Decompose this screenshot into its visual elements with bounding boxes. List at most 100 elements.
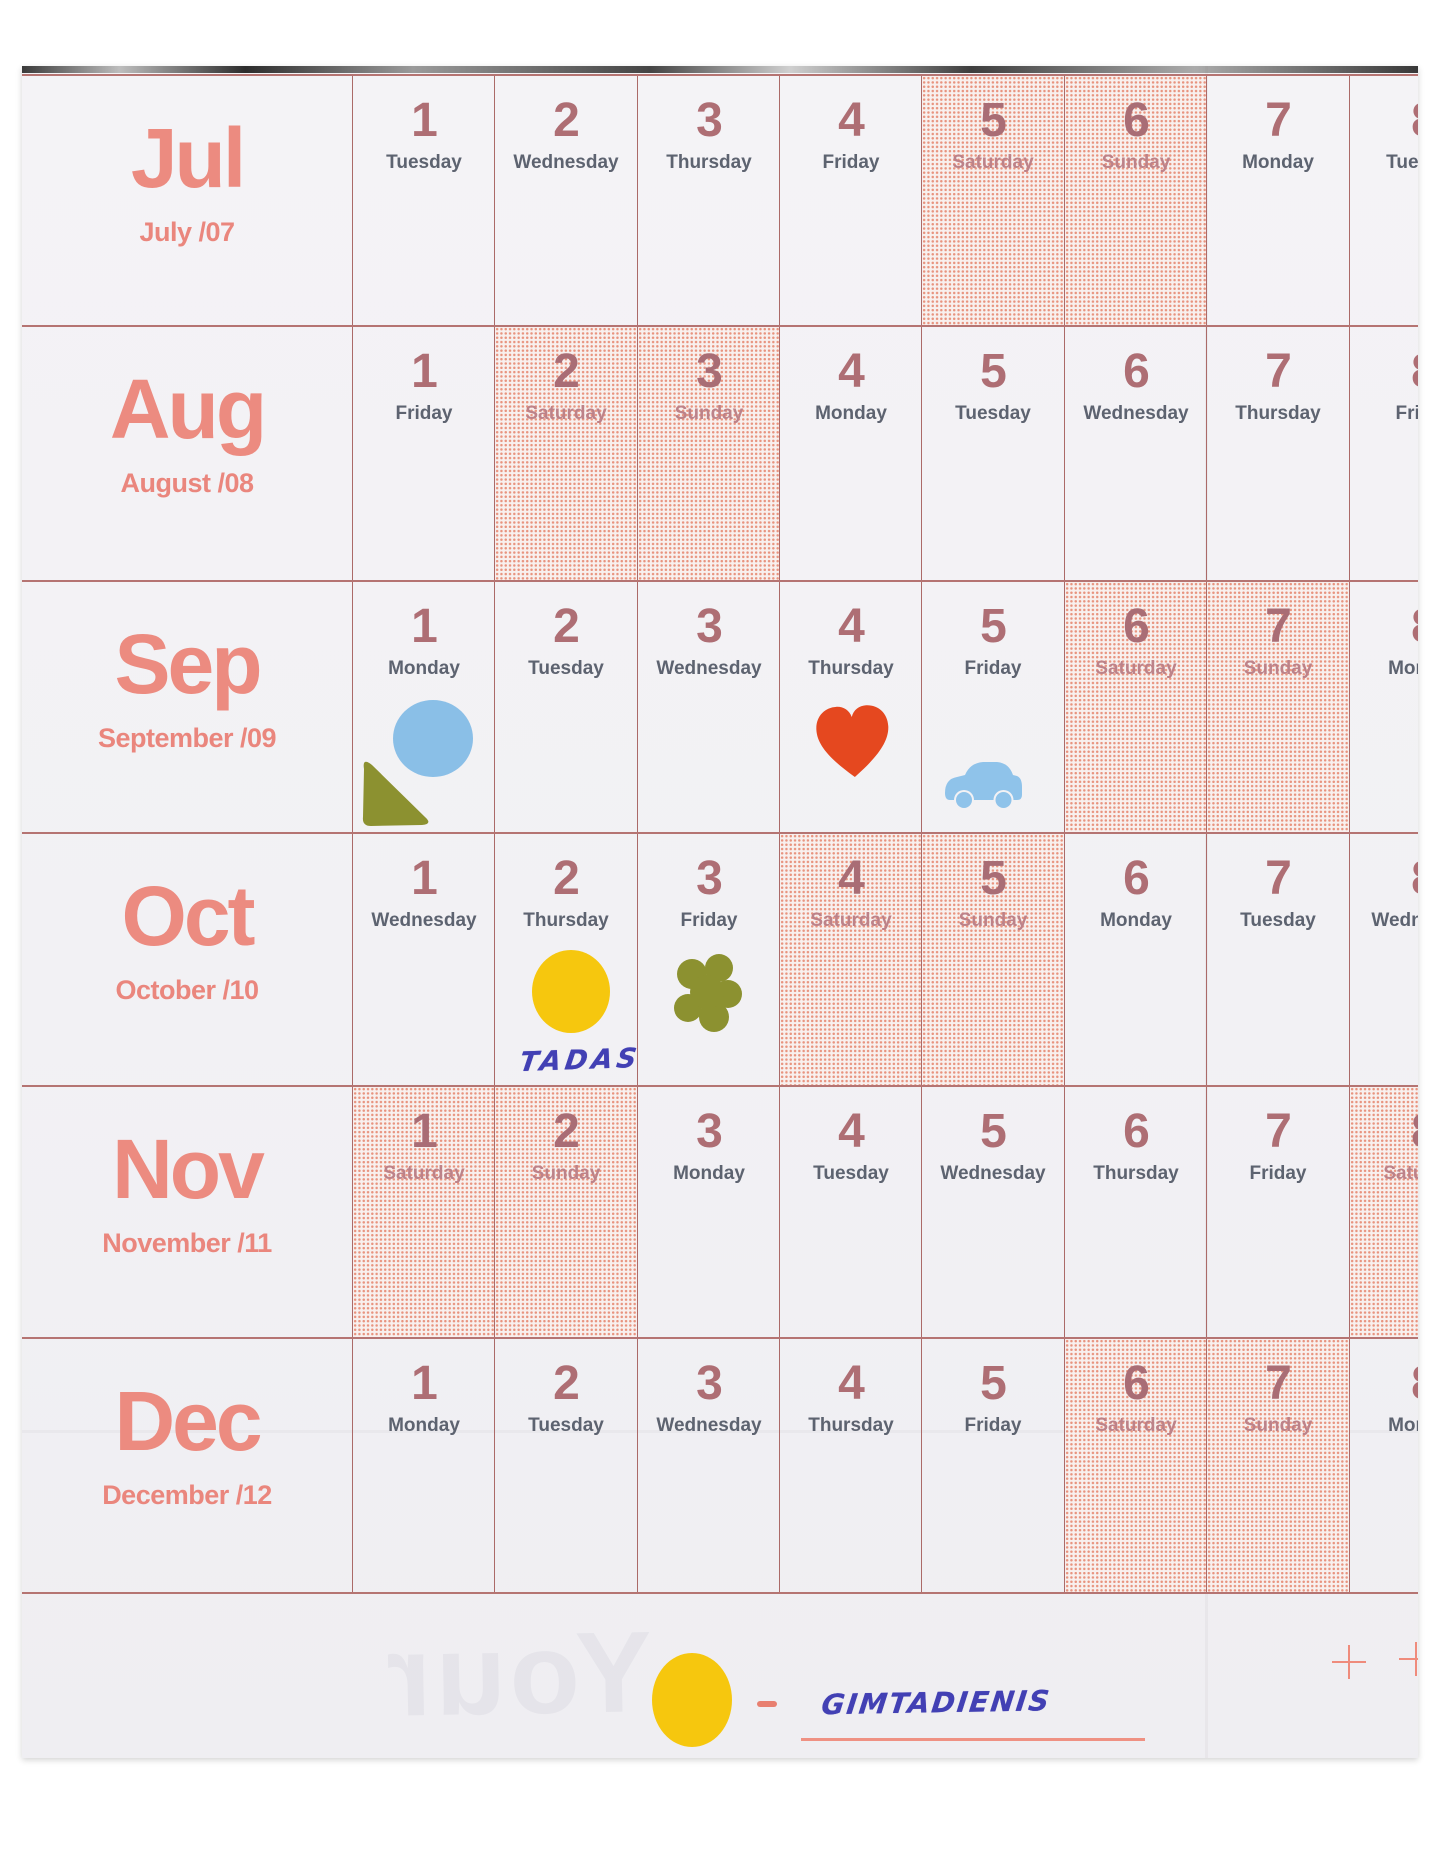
day-cell-sep-3: 3 Wednesday: [637, 582, 780, 832]
day-cell-jul-6-weekend: 6 Sunday: [1064, 76, 1207, 325]
day-number: 6: [1123, 1105, 1150, 1158]
day-name: Thursday: [666, 152, 752, 173]
day-name: Wednesday: [656, 1415, 762, 1436]
day-cell-sep-4: 4 Thursday: [779, 582, 922, 832]
day-name: Sunday: [531, 1163, 601, 1184]
day-number: 2: [553, 852, 580, 905]
day-cell-aug-3-weekend: 3 Sunday: [637, 327, 780, 580]
day-name: Friday: [395, 403, 453, 424]
day-name: Wednesday: [371, 910, 477, 931]
day-name: Saturday: [525, 403, 607, 424]
day-cell-nov-2-weekend: 2 Sunday: [494, 1087, 637, 1337]
day-name: Tuesday: [955, 403, 1031, 424]
olive-triangle-sticker: [362, 761, 429, 826]
day-cell-oct-2: 2 Thursday: [494, 834, 637, 1085]
red-heart-sticker: [816, 705, 889, 777]
day-number: 3: [696, 852, 723, 905]
day-cell-dec-8: 8 Monday: [1349, 1339, 1418, 1592]
day-name: Sunday: [1243, 658, 1313, 679]
day-number: 8: [1350, 603, 1418, 651]
day-name: Sunday: [958, 910, 1028, 931]
day-name: Wednesday: [656, 658, 762, 679]
month-abbr: Sep: [114, 617, 262, 711]
day-name: Saturday: [1095, 658, 1177, 679]
day-cell-nov-6: 6 Thursday: [1064, 1087, 1207, 1337]
day-name: Thursday: [808, 658, 894, 679]
day-number: 1: [411, 94, 438, 147]
day-name: Monday: [673, 1163, 745, 1184]
day-name: Tuesday: [386, 152, 462, 173]
day-number: 1: [411, 852, 438, 905]
day-number: 4: [838, 600, 865, 653]
day-name: Thursday: [523, 910, 609, 931]
day-name: Thursday: [1235, 403, 1321, 424]
day-number: 1: [411, 1105, 438, 1158]
day-number: 8: [1350, 1108, 1418, 1156]
day-number: 3: [696, 1357, 723, 1410]
month-abbr: Oct: [121, 869, 255, 963]
day-number: 1: [411, 345, 438, 398]
day-cell-sep-8: 8 Monday: [1349, 582, 1418, 832]
day-cell-sep-2: 2 Tuesday: [494, 582, 637, 832]
day-number: 7: [1265, 1357, 1292, 1410]
day-number: 6: [1123, 94, 1150, 147]
day-name: Monday: [1388, 658, 1418, 679]
day-number: 3: [696, 1105, 723, 1158]
day-name: Friday: [680, 910, 738, 931]
day-cell-oct-1: 1 Wednesday: [352, 834, 495, 1085]
day-cell-jul-2: 2 Wednesday: [494, 76, 637, 325]
month-row-nov: Nov November /11 1 Saturday 2 Sunday 3 Mond…: [22, 1085, 1418, 1337]
day-cell-nov-4: 4 Tuesday: [779, 1087, 922, 1337]
day-cell-aug-5: 5 Tuesday: [921, 327, 1064, 580]
month-row-jul: Jul July /07 1 Tuesday 2 Wednesday 3 Thursd…: [22, 74, 1418, 325]
day-number: 5: [980, 345, 1007, 398]
day-cell-aug-7: 7 Thursday: [1206, 327, 1349, 580]
day-cell-nov-5: 5 Wednesday: [921, 1087, 1064, 1337]
paper-top-edge: [22, 66, 1418, 73]
day-name: Wednesday: [513, 152, 619, 173]
day-number: 3: [696, 94, 723, 147]
month-row-oct: Oct October /10 1 Wednesday 2 Thursday 3 Fr…: [22, 832, 1418, 1085]
day-cell-oct-6: 6 Monday: [1064, 834, 1207, 1085]
day-cell-aug-6: 6 Wednesday: [1064, 327, 1207, 580]
day-name: Saturday: [1095, 1415, 1177, 1436]
blue-circle-sticker: [393, 700, 473, 777]
day-cell-jul-5-weekend: 5 Saturday: [921, 76, 1064, 325]
day-name: Sunday: [1101, 152, 1171, 173]
day-cell-aug-4: 4 Monday: [779, 327, 922, 580]
day-name: Tuesday: [528, 658, 604, 679]
day-cell-nov-3: 3 Monday: [637, 1087, 780, 1337]
month-abbr: Aug: [109, 362, 267, 456]
day-number: 4: [838, 1105, 865, 1158]
month-label-cell-oct: Oct October /10: [22, 834, 352, 1085]
month-label-cell-dec: Dec December /12: [22, 1339, 352, 1592]
day-cell-aug-1: 1 Friday: [352, 327, 495, 580]
day-name: Wednesday: [940, 1163, 1046, 1184]
day-cell-jul-3: 3 Thursday: [637, 76, 780, 325]
day-cell-dec-6-weekend: 6 Saturday: [1064, 1339, 1207, 1592]
day-name: Sunday: [674, 403, 744, 424]
handwritten-note-tadas: TADAS: [517, 1042, 643, 1079]
day-name: Tuesday: [813, 1163, 889, 1184]
day-number: 5: [980, 94, 1007, 147]
day-cell-dec-4: 4 Thursday: [779, 1339, 922, 1592]
day-name: Thursday: [1093, 1163, 1179, 1184]
yellow-circle-sticker: [532, 950, 610, 1033]
day-number: 3: [696, 345, 723, 398]
grid-bottom-line: [22, 1592, 1418, 1594]
day-name: Monday: [388, 1415, 460, 1436]
day-number: 5: [980, 1105, 1007, 1158]
day-cell-dec-1: 1 Monday: [352, 1339, 495, 1592]
day-number: 6: [1123, 345, 1150, 398]
day-name: Friday: [964, 658, 1022, 679]
handwritten-legend-label: GIMTADIENIS: [819, 1684, 1053, 1722]
olive-clover-sticker: [674, 954, 742, 1032]
day-cell-oct-4-weekend: 4 Saturday: [779, 834, 922, 1085]
day-cell-aug-2-weekend: 2 Saturday: [494, 327, 637, 580]
month-label-cell-sep: Sep September /09: [22, 582, 352, 832]
day-cell-sep-6-weekend: 6 Saturday: [1064, 582, 1207, 832]
day-number: 8: [1350, 348, 1418, 396]
day-cell-jul-4: 4 Friday: [779, 76, 922, 325]
day-name: Saturday: [952, 152, 1034, 173]
day-cell-sep-5: 5 Friday: [921, 582, 1064, 832]
